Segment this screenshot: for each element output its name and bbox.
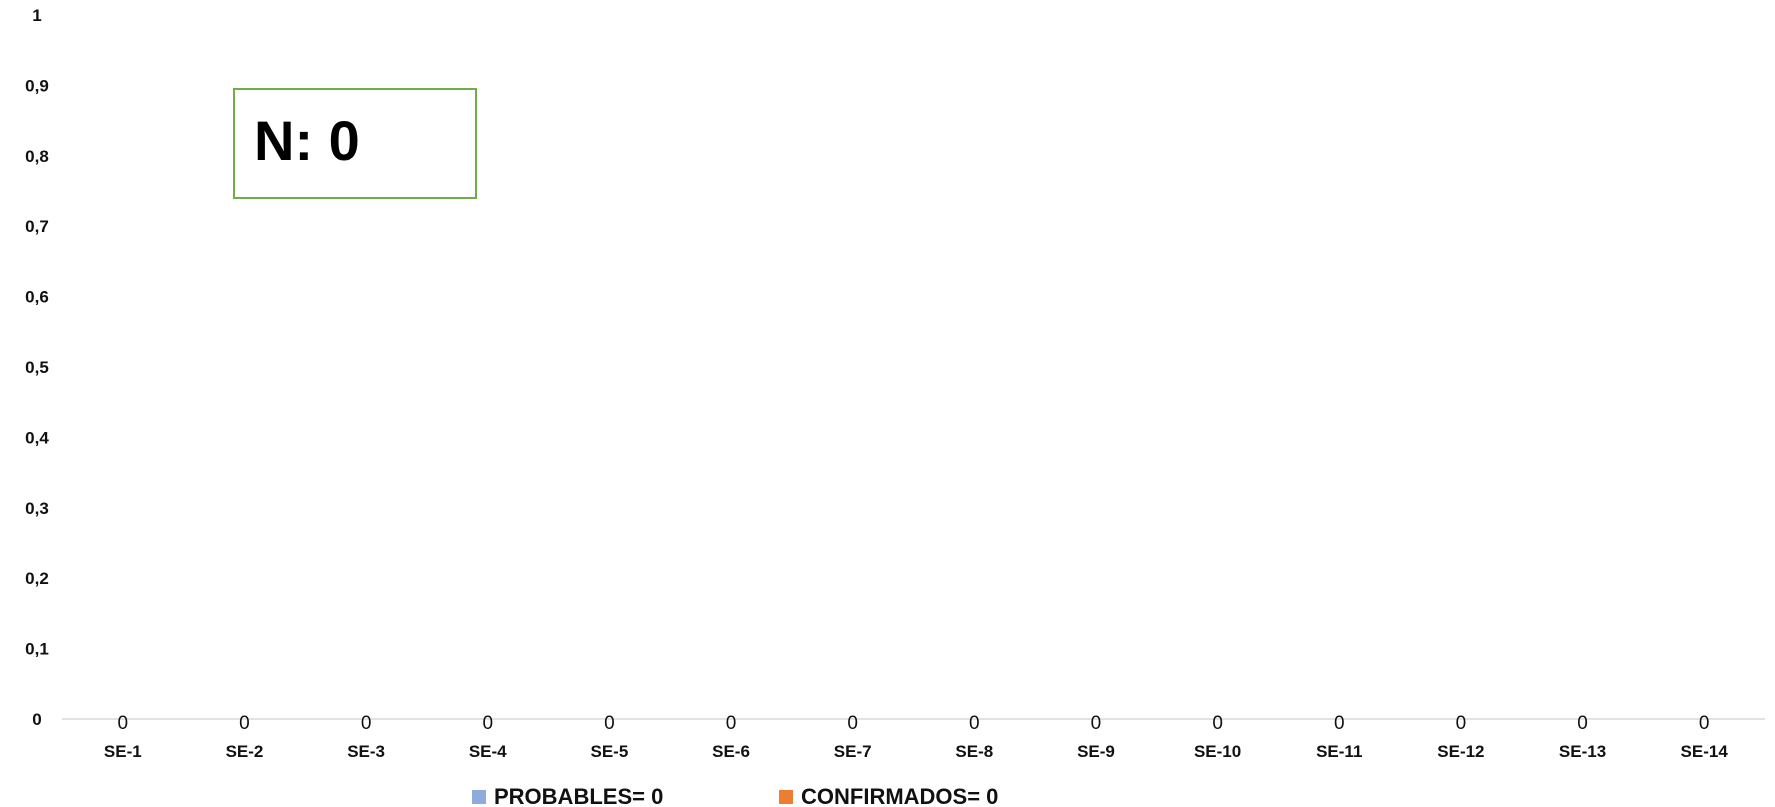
data-label: 0 — [1699, 713, 1710, 734]
legend: PROBABLES= 0 CONFIRMADOS= 0 — [472, 784, 998, 807]
x-tick-label: SE-6 — [712, 742, 750, 761]
x-tick-label: SE-14 — [1681, 742, 1729, 761]
y-tick-label: 1 — [32, 6, 41, 25]
y-tick-label: 0,4 — [25, 428, 49, 447]
data-label: 0 — [1334, 713, 1345, 734]
x-tick-label: SE-2 — [226, 742, 264, 761]
y-tick-label: 0,6 — [25, 288, 49, 307]
data-label: 0 — [482, 713, 493, 734]
y-tick-label: 0,3 — [25, 499, 49, 518]
data-label: 0 — [361, 713, 372, 734]
y-tick-label: 0,2 — [25, 569, 49, 588]
y-tick-label: 0,8 — [25, 147, 49, 166]
data-labels: 0 0 0 0 0 0 0 0 0 0 0 0 0 0 — [118, 713, 1710, 734]
y-tick-label: 0,9 — [25, 76, 49, 95]
annotation-box: N: 0 — [233, 88, 477, 199]
x-tick-label: SE-9 — [1077, 742, 1115, 761]
x-tick-label: SE-1 — [104, 742, 142, 761]
x-tick-label: SE-10 — [1194, 742, 1241, 761]
y-tick-label: 0,5 — [25, 358, 49, 377]
data-label: 0 — [726, 713, 737, 734]
y-tick-label: 0,7 — [25, 217, 49, 236]
x-tick-label: SE-5 — [590, 742, 628, 761]
legend-label-probables: PROBABLES= 0 — [494, 784, 663, 807]
x-tick-label: SE-4 — [469, 742, 507, 761]
y-tick-label: 0,1 — [25, 640, 49, 659]
legend-item-probables: PROBABLES= 0 — [472, 784, 663, 807]
data-label: 0 — [1456, 713, 1467, 734]
annotation-border — [233, 88, 477, 199]
legend-label-confirmados: CONFIRMADOS= 0 — [801, 784, 998, 807]
data-label: 0 — [1577, 713, 1588, 734]
data-label: 0 — [1212, 713, 1223, 734]
data-label: 0 — [969, 713, 980, 734]
legend-swatch-confirmados — [779, 790, 793, 804]
data-label: 0 — [118, 713, 129, 734]
x-tick-label: SE-11 — [1316, 742, 1362, 761]
legend-item-confirmados: CONFIRMADOS= 0 — [779, 784, 998, 807]
x-axis: SE-1 SE-2 SE-3 SE-4 SE-5 SE-6 SE-7 SE-8 SE-9 SE-1… — [104, 742, 1728, 761]
x-tick-label: SE-12 — [1437, 742, 1484, 761]
data-label: 0 — [239, 713, 250, 734]
data-label: 0 — [1091, 713, 1102, 734]
legend-swatch-probables — [472, 790, 486, 804]
x-tick-label: SE-3 — [347, 742, 385, 761]
data-label: 0 — [847, 713, 858, 734]
annotation-text: N: 0 — [254, 109, 360, 172]
x-tick-label: SE-8 — [955, 742, 993, 761]
x-tick-label: SE-13 — [1559, 742, 1606, 761]
x-tick-label: SE-7 — [834, 742, 872, 761]
y-axis: 0 0,1 0,2 0,3 0,4 0,5 0,6 0,7 0,8 0,9 1 — [25, 6, 49, 729]
data-label: 0 — [604, 713, 615, 734]
y-tick-label: 0 — [32, 710, 41, 729]
